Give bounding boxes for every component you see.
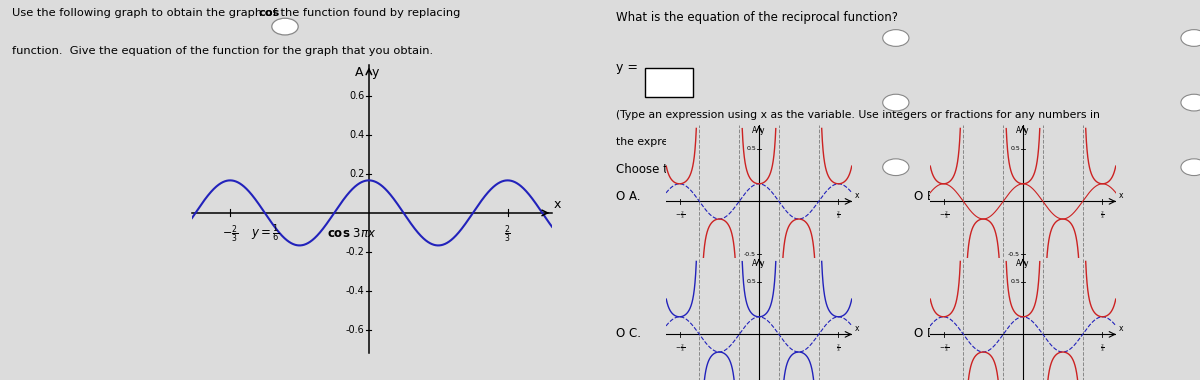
Text: 0.5: 0.5 [1010, 146, 1020, 151]
Text: Choose the correct graph below.: Choose the correct graph below. [616, 163, 808, 176]
Text: What is the equation of the reciprocal function?: What is the equation of the reciprocal f… [616, 11, 898, 24]
Text: -0.5: -0.5 [1008, 252, 1020, 256]
Text: A: A [1016, 260, 1021, 268]
Text: x: x [854, 325, 859, 333]
Text: x: x [1118, 192, 1123, 200]
Text: cos: cos [258, 8, 280, 17]
Text: $\mathbf{cos}\ 3\pi x$: $\mathbf{cos}\ 3\pi x$ [326, 227, 377, 240]
Text: $\frac{2}{3}$: $\frac{2}{3}$ [504, 224, 511, 245]
Text: O A.: O A. [616, 190, 640, 203]
Circle shape [883, 159, 908, 176]
Text: -0.2: -0.2 [346, 247, 365, 257]
Text: Q: Q [282, 87, 288, 96]
Text: Q: Q [281, 18, 289, 28]
Text: Use the following graph to obtain the graph of the function found by replacing: Use the following graph to obtain the gr… [12, 8, 464, 17]
Text: $\frac{2}{3}$: $\frac{2}{3}$ [836, 342, 841, 354]
Text: y: y [1024, 260, 1028, 268]
Text: $-\frac{2}{3}$: $-\frac{2}{3}$ [674, 209, 684, 221]
Circle shape [883, 94, 908, 111]
Text: the expression.): the expression.) [616, 137, 703, 147]
Text: 0.5: 0.5 [746, 146, 756, 151]
Text: (Type an expression using x as the variable. Use integers or fractions for any n: (Type an expression using x as the varia… [616, 110, 1099, 120]
Text: Q: Q [893, 33, 899, 43]
Text: A: A [752, 260, 757, 268]
Text: Z: Z [1192, 163, 1196, 172]
Text: Z: Z [893, 163, 899, 172]
Text: 0.5: 0.5 [746, 279, 756, 284]
Text: x: x [554, 198, 562, 211]
Text: Q: Q [1190, 98, 1198, 107]
Text: $y=\frac{1}{6}$: $y=\frac{1}{6}$ [252, 223, 281, 244]
Text: A: A [355, 66, 364, 79]
Text: A: A [1016, 127, 1021, 135]
Text: y: y [371, 66, 379, 79]
FancyBboxPatch shape [646, 68, 694, 97]
Text: 0.2: 0.2 [349, 169, 365, 179]
Text: -0.5: -0.5 [744, 252, 756, 256]
Text: A: A [752, 127, 757, 135]
Circle shape [1181, 159, 1200, 176]
Circle shape [883, 30, 908, 46]
Text: Q: Q [893, 98, 899, 107]
Text: -0.6: -0.6 [346, 325, 365, 335]
Text: -0.4: -0.4 [346, 286, 365, 296]
Text: $\frac{2}{3}$: $\frac{2}{3}$ [1100, 342, 1105, 354]
Text: Q: Q [1190, 33, 1198, 43]
Text: $-\frac{2}{3}$: $-\frac{2}{3}$ [938, 209, 948, 221]
Circle shape [272, 18, 298, 35]
Text: $\frac{2}{3}$: $\frac{2}{3}$ [836, 209, 841, 221]
Text: function.  Give the equation of the function for the graph that you obtain.: function. Give the equation of the funct… [12, 46, 433, 55]
Text: O B.: O B. [913, 190, 938, 203]
Text: 0.6: 0.6 [349, 91, 365, 101]
Text: O D.: O D. [913, 327, 940, 340]
Text: O C.: O C. [616, 327, 641, 340]
Circle shape [272, 155, 298, 172]
Text: y: y [760, 260, 764, 268]
Text: y: y [1024, 127, 1028, 135]
Text: x: x [854, 192, 859, 200]
Circle shape [272, 87, 298, 103]
Text: y: y [760, 127, 764, 135]
Text: $-\frac{2}{3}$: $-\frac{2}{3}$ [222, 224, 239, 245]
Text: y =: y = [616, 61, 637, 74]
Text: $\frac{2}{3}$: $\frac{2}{3}$ [1100, 209, 1105, 221]
Text: 0.4: 0.4 [349, 130, 365, 140]
Circle shape [1181, 30, 1200, 46]
Text: $-\frac{2}{3}$: $-\frac{2}{3}$ [674, 342, 684, 354]
Text: x: x [1118, 325, 1123, 333]
Text: $-\frac{2}{3}$: $-\frac{2}{3}$ [938, 342, 948, 354]
Text: 0.5: 0.5 [1010, 279, 1020, 284]
Circle shape [1181, 94, 1200, 111]
